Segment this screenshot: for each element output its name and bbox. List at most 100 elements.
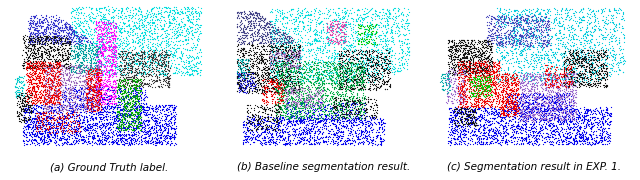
Point [589,20,600,23]
Point [456,101,466,104]
Point [377,50,387,53]
Point [31,65,42,68]
Point [241,63,251,66]
Point [348,55,358,58]
Point [42,66,52,68]
Point [493,33,503,36]
Point [67,29,77,32]
Point [348,88,358,91]
Point [336,82,346,85]
Point [36,43,47,46]
Point [54,48,64,51]
Point [584,42,595,45]
Point [239,39,250,42]
Point [142,65,152,68]
Point [143,139,154,142]
Point [68,95,78,98]
Point [280,141,290,144]
Point [263,131,273,134]
Point [344,68,354,71]
Point [497,105,507,108]
Point [340,75,351,78]
Point [61,66,71,68]
Point [527,12,538,14]
Point [49,18,59,21]
Point [323,26,333,29]
Point [260,108,270,111]
Point [100,67,111,70]
Point [438,88,448,91]
Point [495,131,506,134]
Point [75,67,85,70]
Point [129,75,139,78]
Point [566,70,576,73]
Point [131,140,141,143]
Point [141,113,152,116]
Point [561,72,572,75]
Point [235,72,245,75]
Point [566,54,576,57]
Point [285,75,296,77]
Point [461,74,471,77]
Point [262,32,273,35]
Point [100,45,110,48]
Point [132,95,143,98]
Point [260,33,270,36]
Point [458,44,468,46]
Point [157,73,168,76]
Point [298,118,308,121]
Point [145,34,155,37]
Point [522,117,532,120]
Point [567,34,577,37]
Point [82,87,92,90]
Point [580,114,590,117]
Point [78,69,88,72]
Point [40,31,51,34]
Point [83,70,93,73]
Point [291,112,301,114]
Point [570,51,580,54]
Point [363,139,373,142]
Point [509,120,520,122]
Point [131,80,141,83]
Point [71,31,81,34]
Point [245,47,255,50]
Point [469,130,479,133]
Point [490,140,500,143]
Point [542,70,552,73]
Point [536,80,546,83]
Point [140,130,150,133]
Point [289,69,299,72]
Point [180,71,190,74]
Point [111,110,122,113]
Point [494,61,504,64]
Point [104,47,114,50]
Point [271,85,281,87]
Point [262,124,273,127]
Point [159,39,169,42]
Point [558,100,568,103]
Point [351,100,362,103]
Point [126,137,136,140]
Point [125,26,135,29]
Point [65,63,76,66]
Point [568,50,578,53]
Point [455,110,465,113]
Point [580,68,590,71]
Point [342,76,352,79]
Point [120,103,130,106]
Point [358,113,368,116]
Point [44,37,54,40]
Point [575,57,585,59]
Point [45,86,55,89]
Point [543,16,554,19]
Point [456,131,466,134]
Point [284,104,294,107]
Point [56,29,67,32]
Point [314,107,324,109]
Point [339,48,349,51]
Point [97,54,108,57]
Point [45,36,55,39]
Point [99,84,109,87]
Point [81,28,92,31]
